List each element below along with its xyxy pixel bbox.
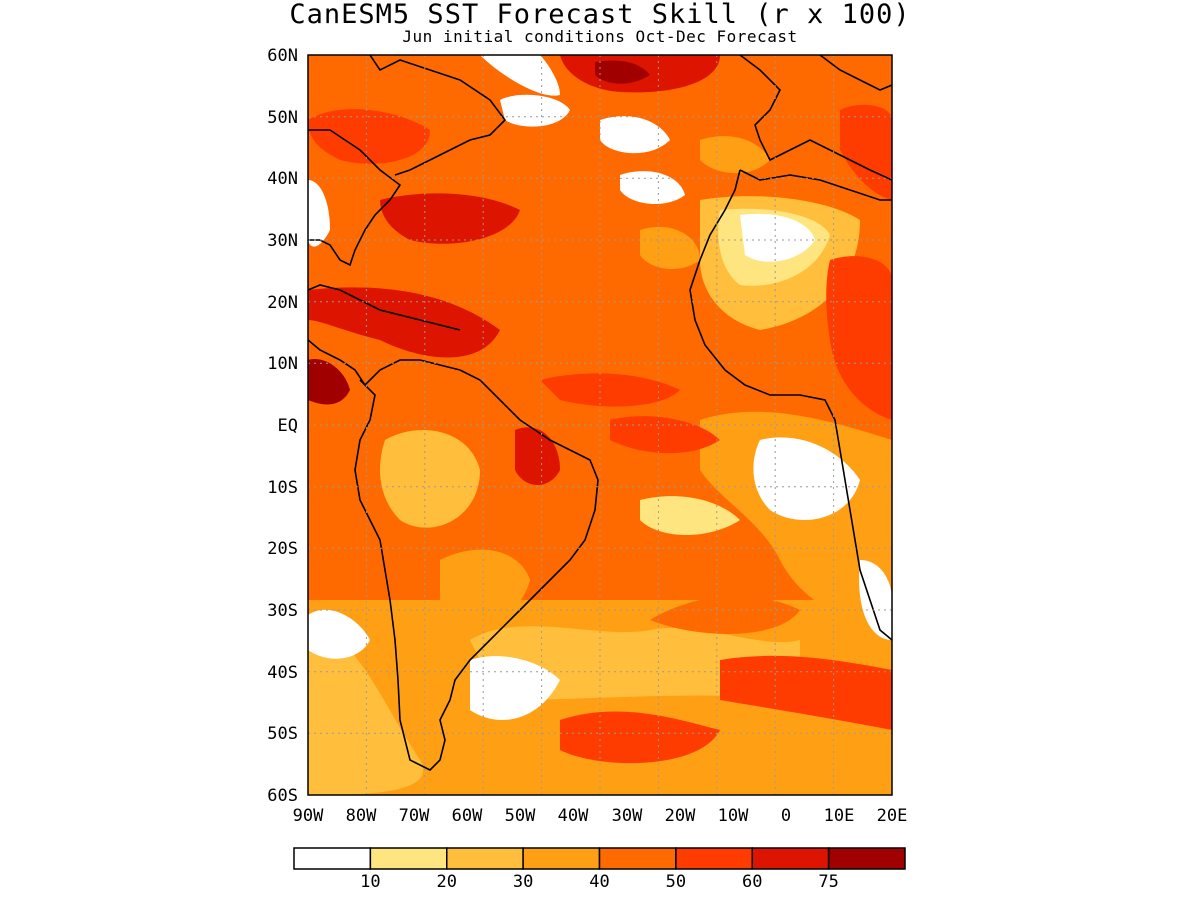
lon-label: 30W <box>612 806 643 826</box>
legend-swatch <box>827 847 906 870</box>
lon-label: 60W <box>452 806 483 826</box>
coastlines <box>308 55 892 771</box>
legend-label: 75 <box>818 872 838 892</box>
map-frame <box>307 54 893 796</box>
lat-label: 20S <box>267 539 298 559</box>
legend-swatch <box>446 847 524 870</box>
map-subtitle: Jun initial conditions Oct-Dec Forecast <box>402 27 798 46</box>
lat-label: 10S <box>267 478 298 498</box>
lat-label: 10N <box>267 354 298 374</box>
lat-label: 60N <box>267 46 298 66</box>
color-legend: 10 20 30 40 50 60 75 <box>293 847 906 892</box>
lat-label: 20N <box>267 293 298 313</box>
lat-label: 30N <box>267 231 298 251</box>
lat-label: 40S <box>267 663 298 683</box>
skill-field <box>308 55 892 795</box>
legend-label: 30 <box>513 872 533 892</box>
lon-label: 50W <box>505 806 536 826</box>
lat-axis: 60N 50N 40N 30N 20N 10N EQ 10S 20S 30S 4… <box>267 46 298 806</box>
map-title: CanESM5 SST Forecast Skill (r x 100) <box>289 0 911 30</box>
legend-label: 10 <box>360 872 380 892</box>
lat-label: 40N <box>267 169 298 189</box>
lon-label: 70W <box>399 806 430 826</box>
lat-label: 50N <box>267 108 298 128</box>
legend-swatch <box>675 847 753 870</box>
legend-swatch <box>598 847 677 870</box>
legend-swatch <box>522 847 601 870</box>
lon-label: 10E <box>824 806 855 826</box>
lat-label: 30S <box>267 601 298 621</box>
lon-axis: 90W 80W 70W 60W 50W 40W 30W 20W 10W 0 10… <box>293 806 908 826</box>
lon-label: 40W <box>558 806 589 826</box>
lat-label: 50S <box>267 724 298 744</box>
lon-label: 0 <box>781 806 791 826</box>
lat-label: 60S <box>267 786 298 806</box>
legend-swatch <box>369 847 448 870</box>
lon-label: 80W <box>346 806 377 826</box>
legend-label: 60 <box>742 872 762 892</box>
legend-label: 40 <box>589 872 609 892</box>
graticule <box>308 55 892 795</box>
legend-label: 50 <box>666 872 686 892</box>
lat-label: EQ <box>278 416 298 436</box>
legend-label: 20 <box>437 872 457 892</box>
legend-swatch <box>293 847 372 870</box>
lon-label: 10W <box>718 806 749 826</box>
lon-label: 20E <box>877 806 908 826</box>
lon-label: 90W <box>293 806 324 826</box>
legend-swatch <box>751 847 830 870</box>
lon-label: 20W <box>665 806 696 826</box>
